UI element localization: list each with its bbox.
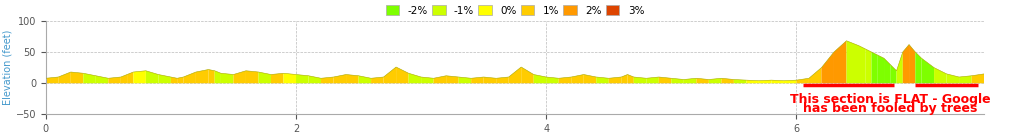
Polygon shape [684, 78, 696, 83]
Polygon shape [821, 52, 834, 83]
Polygon shape [647, 77, 659, 83]
Polygon shape [734, 79, 747, 83]
Polygon shape [721, 78, 734, 83]
Polygon shape [321, 77, 334, 83]
Polygon shape [45, 77, 59, 83]
Polygon shape [596, 77, 608, 83]
Polygon shape [471, 77, 483, 83]
Polygon shape [659, 77, 671, 83]
Polygon shape [671, 78, 684, 83]
Polygon shape [246, 71, 258, 83]
Polygon shape [796, 78, 809, 83]
Polygon shape [96, 76, 108, 83]
Polygon shape [221, 73, 233, 83]
Polygon shape [446, 76, 459, 83]
Polygon shape [84, 73, 96, 83]
Polygon shape [209, 69, 215, 83]
Polygon shape [509, 67, 522, 83]
Polygon shape [696, 78, 709, 83]
Polygon shape [309, 76, 321, 83]
Polygon shape [434, 76, 446, 83]
Polygon shape [934, 68, 946, 83]
Polygon shape [483, 77, 496, 83]
Text: This section is FLAT - Google: This section is FLAT - Google [790, 93, 991, 106]
Polygon shape [496, 77, 509, 83]
Polygon shape [196, 69, 209, 83]
Polygon shape [709, 78, 721, 83]
Polygon shape [772, 80, 784, 83]
Polygon shape [371, 77, 383, 83]
Legend: -2%, -1%, 0%, 1%, 2%, 3%: -2%, -1%, 0%, 1%, 2%, 3% [385, 5, 644, 16]
Polygon shape [546, 77, 559, 83]
Polygon shape [872, 52, 878, 83]
Polygon shape [178, 77, 184, 83]
Polygon shape [71, 72, 84, 83]
Polygon shape [397, 67, 409, 83]
Polygon shape [121, 75, 127, 83]
Text: has been fooled by trees: has been fooled by trees [803, 102, 978, 115]
Polygon shape [258, 72, 271, 83]
Polygon shape [921, 58, 934, 83]
Polygon shape [784, 80, 796, 83]
Polygon shape [628, 75, 634, 83]
Polygon shape [284, 73, 296, 83]
Polygon shape [634, 77, 647, 83]
Polygon shape [884, 58, 890, 83]
Polygon shape [383, 67, 397, 83]
Polygon shape [847, 41, 859, 83]
Polygon shape [59, 72, 71, 83]
Polygon shape [584, 75, 596, 83]
Polygon shape [146, 71, 158, 83]
Polygon shape [409, 73, 421, 83]
Polygon shape [747, 80, 759, 83]
Polygon shape [878, 55, 884, 83]
Polygon shape [127, 72, 133, 83]
Polygon shape [859, 46, 866, 83]
Polygon shape [559, 77, 571, 83]
Polygon shape [171, 77, 178, 83]
Polygon shape [809, 68, 821, 83]
Polygon shape [158, 75, 171, 83]
Polygon shape [608, 77, 622, 83]
Polygon shape [133, 71, 146, 83]
Polygon shape [622, 75, 628, 83]
Polygon shape [534, 75, 546, 83]
Y-axis label: Elevation (feet): Elevation (feet) [3, 30, 13, 105]
Polygon shape [909, 45, 915, 83]
Polygon shape [346, 75, 358, 83]
Polygon shape [946, 74, 960, 83]
Polygon shape [421, 77, 434, 83]
Polygon shape [184, 72, 196, 83]
Polygon shape [571, 75, 584, 83]
Polygon shape [358, 76, 371, 83]
Polygon shape [903, 45, 909, 83]
Polygon shape [522, 67, 534, 83]
Polygon shape [271, 73, 284, 83]
Polygon shape [915, 52, 921, 83]
Polygon shape [866, 49, 872, 83]
Polygon shape [334, 75, 346, 83]
Polygon shape [215, 71, 221, 83]
Polygon shape [296, 75, 309, 83]
Polygon shape [834, 41, 847, 83]
Polygon shape [897, 52, 903, 83]
Polygon shape [233, 71, 246, 83]
Polygon shape [890, 65, 897, 83]
Polygon shape [108, 77, 121, 83]
Polygon shape [459, 77, 471, 83]
Polygon shape [960, 76, 972, 83]
Polygon shape [972, 74, 984, 83]
Polygon shape [759, 80, 772, 83]
